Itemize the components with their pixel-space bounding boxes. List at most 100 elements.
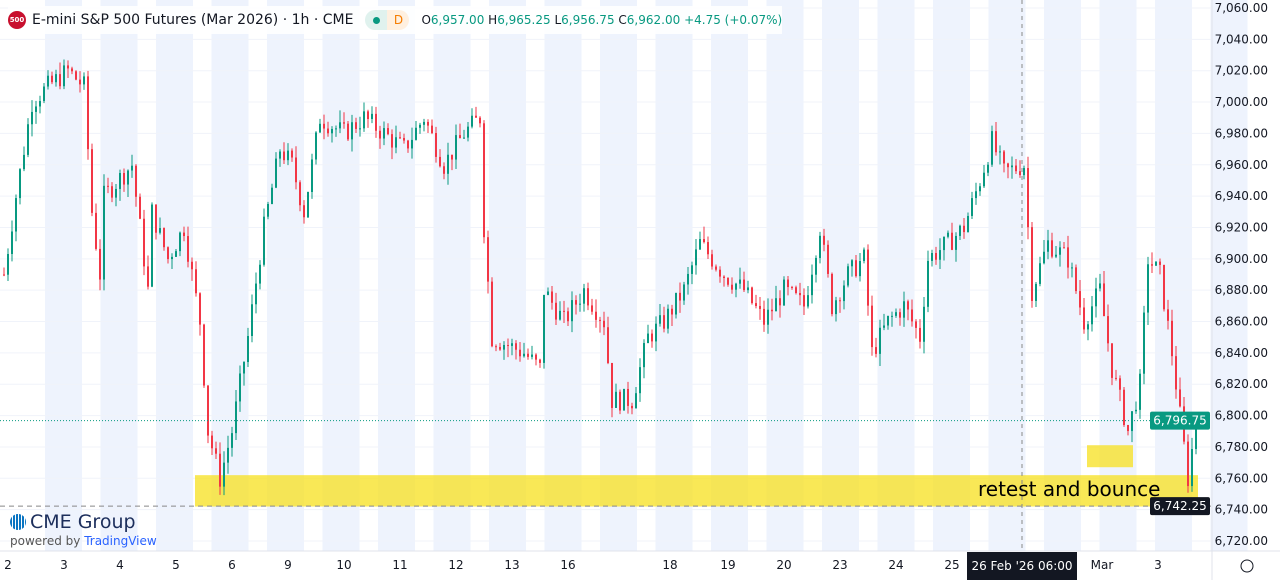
y-tick-label: 6,940.00 <box>1215 189 1268 203</box>
candle-body <box>271 187 273 204</box>
candle-body <box>959 225 961 236</box>
candle-body <box>203 324 205 386</box>
candle-body <box>719 269 721 277</box>
candle-body <box>1187 441 1189 487</box>
candle-body <box>851 260 853 267</box>
candle-body <box>423 121 425 125</box>
candle-body <box>239 373 241 402</box>
candle-body <box>671 308 673 315</box>
candle-body <box>575 300 577 305</box>
y-tick-label: 6,880.00 <box>1215 283 1268 297</box>
candle-body <box>1135 409 1137 412</box>
candle-body <box>175 251 177 257</box>
candle-body <box>1087 324 1089 330</box>
symbol-logo: 500 <box>8 11 26 29</box>
cme-globe-icon <box>10 514 26 530</box>
candle-body <box>1111 343 1113 378</box>
candle-body <box>295 157 297 183</box>
annotation-text[interactable]: retest and bounce <box>978 477 1161 501</box>
candle-body <box>371 113 373 119</box>
candle-body <box>1179 389 1181 407</box>
candle-body <box>663 315 665 329</box>
candle-body <box>1039 263 1041 284</box>
candle-body <box>151 204 153 287</box>
candle-body <box>879 327 881 354</box>
y-tick-label: 6,980.00 <box>1215 126 1268 140</box>
candle-body <box>383 128 385 139</box>
change-value: +4.75 (+0.07%) <box>684 13 783 27</box>
session-band <box>988 0 1026 551</box>
candle-body <box>495 346 497 348</box>
candle-body <box>55 74 57 83</box>
candle-body <box>975 191 977 199</box>
symbol-title[interactable]: E-mini S&P 500 Futures (Mar 2026) · 1h ·… <box>32 12 354 28</box>
candle-body <box>631 405 633 409</box>
candle-body <box>351 122 353 140</box>
candle-body <box>247 336 249 363</box>
crosshair-price-badge <box>1150 497 1210 516</box>
candle-body <box>331 128 333 134</box>
candle-body <box>75 71 77 80</box>
x-tick-label: Mar <box>1091 558 1114 572</box>
candle-body <box>791 287 793 289</box>
candle-body <box>111 186 113 198</box>
candle-body <box>667 308 669 329</box>
market-status[interactable]: D <box>365 10 410 30</box>
candle-body <box>903 301 905 318</box>
candle-body <box>411 139 413 149</box>
y-tick-label: 6,760.00 <box>1215 471 1268 485</box>
candle-body <box>71 68 73 72</box>
candle-body <box>427 121 429 126</box>
tradingview-link[interactable]: TradingView <box>84 534 157 548</box>
candle-body <box>711 254 713 267</box>
x-tick-label: 20 <box>776 558 791 572</box>
candle-body <box>491 281 493 347</box>
candle-body <box>1031 227 1033 301</box>
candle-body <box>127 170 129 185</box>
candle-body <box>983 172 985 187</box>
session-band <box>1044 0 1081 551</box>
crosshair-price-label: 6,742.25 <box>1153 499 1206 513</box>
y-tick-label: 7,040.00 <box>1215 32 1268 46</box>
candle-body <box>251 304 253 337</box>
candle-body <box>859 261 861 277</box>
candle-body <box>519 349 521 357</box>
candle-body <box>87 76 89 150</box>
candle-body <box>191 261 193 270</box>
y-tick-label: 7,060.00 <box>1215 1 1268 15</box>
candle-body <box>27 124 29 155</box>
y-tick-label: 6,780.00 <box>1215 440 1268 454</box>
y-tick-label: 6,740.00 <box>1215 503 1268 517</box>
candle-body <box>999 151 1001 153</box>
candle-body <box>47 75 49 87</box>
candle-body <box>559 310 561 320</box>
candle-body <box>91 149 93 213</box>
candle-body <box>155 204 157 233</box>
candle-body <box>1107 316 1109 344</box>
settings-gear-icon[interactable] <box>1240 559 1254 573</box>
branding: CME Group powered by TradingView <box>10 511 157 548</box>
candle-body <box>327 128 329 134</box>
candle-body <box>199 293 201 325</box>
candle-body <box>227 447 229 463</box>
x-tick-label: 23 <box>832 558 847 572</box>
y-tick-label: 6,860.00 <box>1215 315 1268 329</box>
candle-body <box>695 249 697 266</box>
candle-body <box>699 239 701 250</box>
candle-body <box>995 131 997 153</box>
candle-body <box>755 303 757 306</box>
candle-body <box>395 137 397 148</box>
candle-body <box>455 135 457 160</box>
candle-body <box>679 292 681 301</box>
candle-body <box>1023 168 1025 176</box>
candle-body <box>595 311 597 320</box>
candle-body <box>419 124 421 128</box>
candle-body <box>703 239 705 243</box>
candle-body <box>179 232 181 252</box>
brand-name: CME Group <box>30 511 136 533</box>
candle-body <box>615 391 617 408</box>
session-band <box>655 0 693 551</box>
candle-body <box>803 295 805 307</box>
candle-body <box>759 305 761 309</box>
